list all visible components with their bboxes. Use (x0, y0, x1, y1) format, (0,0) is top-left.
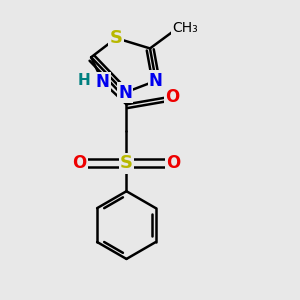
Text: O: O (72, 154, 86, 172)
Text: N: N (96, 73, 110, 91)
Text: N: N (118, 84, 132, 102)
Text: S: S (120, 154, 133, 172)
Text: N: N (149, 72, 163, 90)
Text: O: O (167, 154, 181, 172)
Text: H: H (77, 73, 90, 88)
Text: CH₃: CH₃ (172, 21, 198, 35)
Text: S: S (110, 29, 123, 47)
Text: O: O (165, 88, 179, 106)
